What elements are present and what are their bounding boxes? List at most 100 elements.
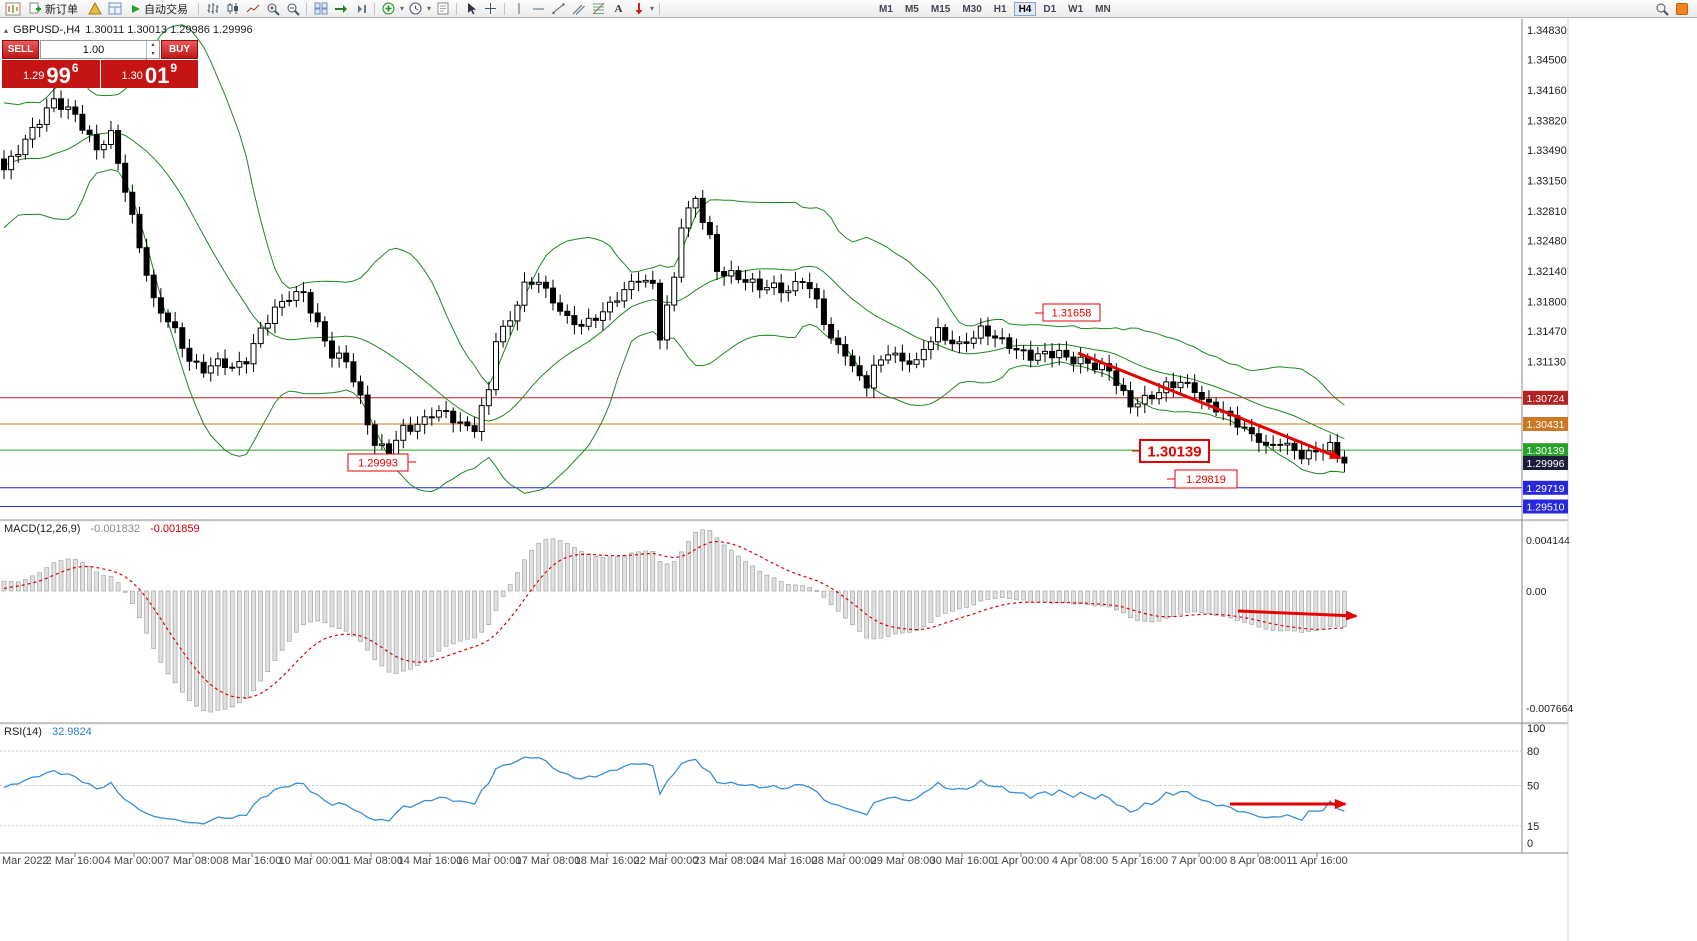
channel-tool-icon[interactable] (569, 1, 588, 17)
volume-spinner: ▴ ▾ (146, 41, 159, 58)
volume-input[interactable]: 1.00 (82, 43, 105, 56)
new-chart-icon[interactable] (3, 1, 22, 17)
svg-text:1.32480: 1.32480 (1527, 235, 1567, 247)
volume-decrement-button[interactable]: ▾ (151, 50, 155, 57)
svg-text:-0.007664: -0.007664 (1526, 703, 1573, 715)
buy-price-big: 01 (144, 63, 170, 88)
svg-text:1.29996: 1.29996 (1527, 458, 1565, 470)
sell-price-display[interactable]: 1.29 99 6 (2, 60, 100, 88)
rsi-label: RSI(14) (4, 726, 42, 738)
vertical-line-tool-icon[interactable] (509, 1, 528, 17)
svg-text:14 Mar 16:00: 14 Mar 16:00 (398, 855, 463, 867)
ohlc-values: 1.30011 1.30013 1.29986 1.29996 (85, 24, 253, 36)
cursor-icon[interactable] (461, 1, 480, 17)
svg-text:50: 50 (1527, 781, 1539, 793)
svg-text:8 Mar 16:00: 8 Mar 16:00 (223, 855, 282, 867)
svg-text:4 Mar 00:00: 4 Mar 00:00 (105, 855, 164, 867)
svg-text:23 Mar 08:00: 23 Mar 08:00 (694, 855, 759, 867)
svg-text:1.29819: 1.29819 (1186, 474, 1226, 486)
svg-text:1.32140: 1.32140 (1527, 266, 1567, 278)
svg-text:1 Apr 00:00: 1 Apr 00:00 (993, 855, 1049, 867)
volume-box: 1.00 ▴ ▾ (40, 40, 160, 59)
timeframe-button-M15[interactable]: M15 (926, 2, 955, 16)
horizontal-line-tool-icon[interactable] (529, 1, 548, 17)
candlestick-chart-icon[interactable] (223, 1, 242, 17)
arrows-tool-icon[interactable] (629, 1, 648, 17)
toolbar-separator (456, 2, 458, 15)
buy-price-small: 1.30 (121, 70, 143, 82)
svg-text:8 Apr 08:00: 8 Apr 08:00 (1230, 855, 1286, 867)
line-chart-icon[interactable] (243, 1, 262, 17)
horizontal-lines (0, 397, 1522, 508)
timeframe-button-W1[interactable]: W1 (1063, 2, 1088, 16)
crosshair-icon[interactable] (481, 1, 500, 17)
tile-windows-icon[interactable] (311, 1, 330, 17)
toolbar-separator (659, 2, 661, 15)
search-icon[interactable] (1652, 1, 1671, 17)
svg-text:1.32810: 1.32810 (1527, 206, 1567, 218)
macd-signal-value: -0.001859 (150, 523, 200, 535)
market-watch-icon[interactable] (105, 1, 124, 17)
svg-text:24 Mar 16:00: 24 Mar 16:00 (753, 855, 818, 867)
timeframe-button-H1[interactable]: H1 (989, 2, 1012, 16)
svg-text:29 Mar 08:00: 29 Mar 08:00 (871, 855, 936, 867)
chevron-down-icon[interactable]: ▾ (650, 4, 655, 13)
timeframe-button-M5[interactable]: M5 (900, 2, 924, 16)
svg-text:28 Mar 00:00: 28 Mar 00:00 (812, 855, 877, 867)
timeframe-button-D1[interactable]: D1 (1038, 2, 1061, 16)
chevron-down-icon[interactable]: ▾ (400, 4, 405, 13)
sell-button[interactable]: SELL (2, 40, 39, 59)
macd-main-value: -0.001832 (90, 523, 141, 535)
toolbar-separator (374, 2, 375, 15)
autotrading-button[interactable]: 自动交易 (125, 1, 194, 17)
svg-text:7 Mar 08:00: 7 Mar 08:00 (164, 855, 223, 867)
timeframe-button-M1[interactable]: M1 (874, 2, 898, 16)
buy-price-display[interactable]: 1.30 01 9 (100, 60, 198, 88)
buy-button[interactable]: BUY (161, 40, 198, 59)
macd-panel: 0.004144 0.00 -0.007664 (1, 529, 1573, 715)
annotations: 1.31658 1.30139 1.29819 1.29993 (347, 303, 1238, 489)
quotes-icon[interactable] (85, 1, 104, 17)
one-click-toggle-icon[interactable]: ▴ (4, 25, 9, 35)
indicators-icon[interactable] (379, 1, 398, 17)
chart-shift-icon[interactable] (351, 1, 370, 17)
autotrading-label: 自动交易 (144, 3, 188, 16)
symbol-header: ▴ GBPUSD-,H4 1.30011 1.30013 1.29986 1.2… (4, 24, 253, 36)
svg-text:1.29719: 1.29719 (1527, 483, 1565, 495)
timeframe-button-M30[interactable]: M30 (957, 2, 986, 16)
svg-text:1.34500: 1.34500 (1527, 55, 1567, 67)
svg-text:1.30139: 1.30139 (1527, 445, 1565, 457)
svg-text:15: 15 (1527, 821, 1539, 833)
macd-label: MACD(12,26,9) (4, 523, 81, 535)
volume-increment-button[interactable]: ▴ (151, 42, 155, 49)
symbol-period-label: GBPUSD-,H4 (13, 24, 81, 36)
text-tool-icon[interactable]: A (614, 2, 623, 15)
svg-text:1.31470: 1.31470 (1527, 326, 1567, 338)
svg-text:0: 0 (1527, 838, 1533, 850)
alert-badge[interactable] (1676, 2, 1688, 15)
svg-text:Mar 2022: Mar 2022 (2, 855, 48, 867)
auto-scroll-icon[interactable] (331, 1, 350, 17)
svg-text:10 Mar 00:00: 10 Mar 00:00 (279, 855, 344, 867)
templates-icon[interactable] (433, 1, 452, 17)
buy-price-pip: 9 (170, 61, 178, 75)
new-order-button[interactable]: 新订单 (23, 1, 84, 17)
svg-text:1.31130: 1.31130 (1527, 356, 1566, 368)
zoom-out-icon[interactable] (283, 1, 302, 17)
rsi-panel: 100 80 50 15 0 (0, 723, 1545, 850)
periods-icon[interactable] (406, 1, 425, 17)
rsi-header: RSI(14) 32.9824 (4, 726, 92, 738)
timeframe-button-MN[interactable]: MN (1090, 2, 1116, 16)
candles-group (1, 24, 1348, 494)
svg-text:16 Mar 00:00: 16 Mar 00:00 (457, 855, 522, 867)
sell-price-small: 1.29 (22, 70, 45, 82)
chevron-down-icon[interactable]: ▾ (427, 4, 432, 13)
fibonacci-tool-icon[interactable] (589, 1, 608, 17)
zoom-in-icon[interactable] (263, 1, 282, 17)
svg-text:30 Mar 16:00: 30 Mar 16:00 (930, 855, 995, 867)
price-axis: 1.34830 1.34500 1.34160 1.33820 1.33490 1.331… (1523, 25, 1568, 514)
timeframe-button-H4[interactable]: H4 (1013, 1, 1037, 16)
bar-chart-icon[interactable] (203, 1, 222, 17)
trendline-tool-icon[interactable] (549, 1, 568, 17)
